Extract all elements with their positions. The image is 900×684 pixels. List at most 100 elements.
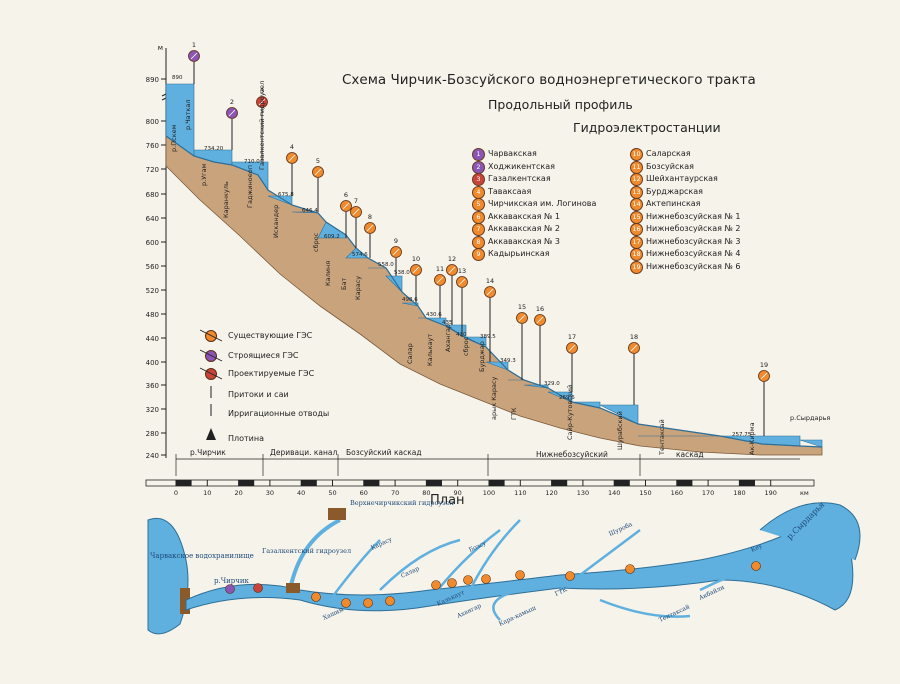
plan-river-label: Кеу [750,542,764,553]
turbine-slash [352,208,360,216]
level-label: 734.20 [204,146,224,152]
station-legend-dot: 3 [472,173,485,186]
turbine-slash [436,276,444,284]
station-legend-name: Чирчикская им. Логинова [488,199,597,208]
station-number: 15 [518,303,526,311]
legend-marker-projected [205,368,217,380]
profile-label: Бат [340,278,348,290]
station-number: 5 [316,157,320,165]
station-legend-name: Нижнебозсуйская № 6 [646,261,741,271]
profile-label: Газалкентский гидроузел [258,81,266,170]
upper-canal [288,518,341,591]
y-tick-label: 720 [146,166,159,174]
y-axis-unit: м [158,44,163,52]
plan-station-marker [363,598,373,608]
turbine-slash [536,316,544,324]
turbine-slash [518,314,526,322]
profile-label: Бурджар [478,341,486,372]
plan-station-marker [515,570,525,580]
plan-station-marker [431,580,441,590]
level-label: 646.4 [302,208,318,214]
x-tick-label: 40 [297,489,305,497]
turbine-slash [458,278,466,286]
x-axis-segment [301,480,317,486]
plan-station-marker [625,564,635,574]
water-channel [165,135,823,448]
legend-marker-existing [205,330,217,342]
station-legend-dot: 13 [630,185,643,199]
x-tick-label: 190 [764,489,776,497]
station-legend-dot: 5 [472,198,485,211]
level-label: 430 [456,332,467,338]
station-number: 16 [536,305,544,313]
plan-title: План [430,493,465,508]
legend-projected: Проектируемые ГЭС [228,369,315,378]
station-legend-dot: 2 [472,160,485,174]
x-tick-label: 60 [360,489,368,497]
station-number: 17 [568,333,576,341]
plan-station-marker [253,583,263,593]
station-number: 10 [412,255,420,263]
plan-river-label: Ахангар [456,602,483,619]
legend-irrigation: Ирригационные отводы [228,409,330,418]
station-number: 3 [260,87,264,95]
x-tick-label: 20 [234,489,242,497]
level-label: 609.2 [324,234,340,240]
x-tick-label: 140 [608,489,620,497]
level-label: 558.0 [378,262,394,268]
station-number: 11 [436,265,444,273]
station-legend-dot: 12 [630,173,643,186]
x-tick-label: 90 [454,489,462,497]
level-label: 430.6 [426,312,442,318]
level-label: 574.6 [352,252,368,258]
plan-label-gazalkent-node: Газалкентский гидроузел [262,547,351,555]
station-legend-dot: 8 [472,235,485,249]
station-legend-name: Нижнебозсуйская № 2 [646,224,741,233]
station-legend-dot: 10 [630,148,643,161]
station-legend-name: Актепинская [646,199,701,208]
legend-existing: Существующие ГЭС [228,331,313,340]
y-tick-label: 480 [146,311,159,319]
station-legend-name: Шейхантаурская [646,174,718,183]
station-legend-dot: 11 [630,160,643,174]
station-number: 9 [394,237,398,245]
station-legend-dot: 19 [630,260,643,274]
turbine-slash [760,372,768,380]
station-legend-dot: 9 [472,248,485,261]
y-tick-label: 520 [146,287,159,295]
x-tick-label: 80 [422,489,430,497]
station-legend-name: Аккавакская № 2 [488,224,560,233]
station-legend-name: Кадырьинская [488,249,550,258]
y-tick-label: 600 [146,239,159,247]
section-label: Нижнебозсуйский [536,450,608,459]
x-tick-label: 160 [671,489,683,497]
dam-symbol [206,428,216,440]
profile-label: р.Чаткал [184,100,192,130]
level-label: 269.6 [559,395,575,401]
station-legend-dot: 18 [630,248,643,261]
profile-label: сброс [312,232,320,252]
profile-label: р.Пскем [170,124,178,152]
turbine-slash [392,248,400,256]
water-pool [401,302,419,307]
x-axis-segment [551,480,568,486]
turbine-slash [630,344,638,352]
x-tick-label: 150 [639,489,651,497]
section-label: Бозсуйский каскад [346,448,422,457]
station-number: 2 [230,98,234,106]
x-tick-label: 0 [174,489,178,497]
turbine-slash [342,202,350,210]
plan-river-label: Кара-камыш [498,604,538,627]
tributaries [329,519,781,621]
plan-river-label: Акбайли [698,584,726,602]
water-pool [267,195,293,206]
station-legend-name: Нижнебозсуйская № 1 [646,211,741,221]
turbine-slash [486,288,494,296]
x-tick-label: 120 [545,489,557,497]
profile-label: Тентаксай [658,419,666,456]
y-tick-label: 640 [146,215,159,223]
x-axis-segment [739,480,755,486]
legend-marker-stroke [199,349,223,362]
stations-subtitle: Гидроэлектростанции [573,120,721,135]
